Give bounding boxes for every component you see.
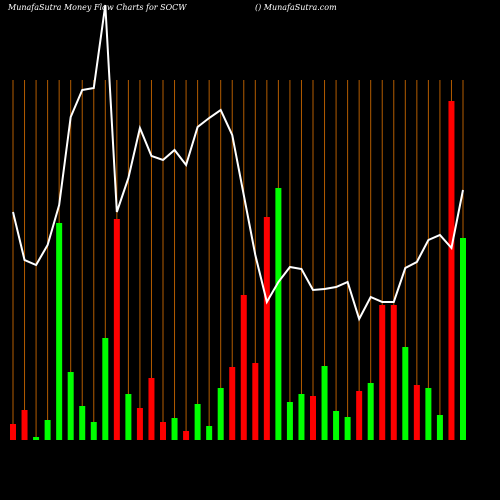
bar	[240, 295, 247, 440]
bar	[33, 437, 40, 440]
bar	[10, 424, 16, 440]
bar	[229, 367, 236, 440]
bar	[460, 238, 466, 440]
bar	[344, 417, 351, 440]
bar	[44, 420, 51, 440]
bar	[310, 396, 316, 440]
bar	[252, 363, 259, 440]
chart-title: MunafaSutra Money Flow Charts for SOCW	[7, 3, 187, 12]
bar	[413, 385, 420, 440]
bar	[379, 305, 386, 440]
bar	[402, 347, 409, 440]
bar	[125, 394, 132, 440]
bar	[263, 217, 270, 440]
bar	[136, 408, 143, 440]
bar	[448, 101, 455, 440]
bar	[390, 305, 397, 440]
bar	[183, 431, 190, 440]
bar	[206, 426, 213, 440]
bar	[275, 188, 282, 440]
bar	[160, 422, 166, 440]
bar	[21, 410, 28, 440]
bar	[102, 338, 109, 440]
bar	[148, 378, 155, 440]
bar	[67, 372, 74, 440]
bar	[356, 391, 363, 440]
bar	[286, 402, 293, 440]
bar	[217, 388, 224, 440]
bar	[425, 388, 432, 440]
bar	[113, 219, 120, 440]
bar	[194, 404, 201, 440]
bar	[56, 223, 63, 440]
chart-subtitle: () MunafaSutra.com	[255, 3, 337, 12]
bar	[79, 406, 86, 440]
bar	[171, 418, 178, 440]
bar	[321, 366, 328, 440]
bar	[90, 422, 97, 440]
bar	[367, 383, 374, 440]
money-flow-line	[12, 4, 464, 322]
bar	[436, 415, 443, 440]
bar	[298, 394, 305, 440]
bar	[333, 411, 340, 440]
